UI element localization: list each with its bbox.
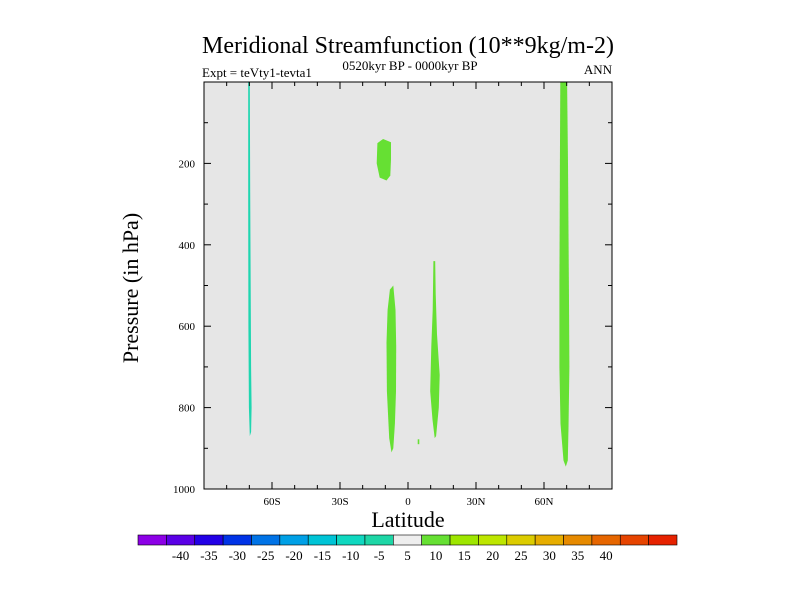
experiment-label: Expt = teVty1-tevta1 (202, 65, 312, 80)
colorbar-swatch (222, 534, 252, 546)
green-band-north-eq (430, 261, 440, 439)
colorbar-label: -5 (374, 548, 385, 563)
x-tick-label: 60N (535, 496, 554, 508)
green-band-60N (559, 82, 570, 467)
y-tick-label: 800 (179, 403, 196, 415)
colorbar-swatch (591, 534, 621, 546)
colorbar-label: 30 (543, 548, 556, 563)
colorbar-label: 15 (458, 548, 471, 563)
colorbar-label: -40 (172, 548, 189, 563)
season-label: ANN (584, 62, 613, 77)
plot-area-background (204, 82, 612, 489)
time-range-label: 0520kyr BP - 0000kyr BP (342, 58, 477, 73)
colorbar-swatch (364, 534, 394, 546)
colorbar-label: -10 (342, 548, 359, 563)
green-band-south-eq (386, 285, 397, 453)
colorbar-label: 25 (514, 548, 527, 563)
colorbar-swatch (421, 534, 451, 546)
colorbar-swatch (478, 534, 508, 546)
colorbar: -40 -35 -30 -25 -20 -15 -10 -5 5 10 15 20 25 30 35 40 (137, 534, 678, 563)
x-tick-label: 60S (263, 496, 280, 508)
colorbar-swatch (194, 534, 224, 546)
green-speck-eq (417, 439, 420, 445)
chart-title: Meridional Streamfunction (10**9kg/m-2) (202, 33, 614, 59)
colorbar-swatch (251, 534, 281, 546)
x-tick-label: 30N (467, 496, 486, 508)
x-axis-label: Latitude (371, 507, 444, 532)
x-axis-ticks: 60S 30S 0 30N 60N (226, 82, 590, 508)
colorbar-swatch (619, 534, 649, 546)
y-tick-label: 1000 (173, 484, 196, 496)
colorbar-swatch (336, 534, 366, 546)
colorbar-swatch (449, 534, 479, 546)
colorbar-label: 40 (600, 548, 613, 563)
y-axis-ticks: 200 400 600 800 1000 (173, 122, 612, 496)
colorbar-swatch (506, 534, 536, 546)
colorbar-swatch (137, 534, 167, 546)
cyan-band-60S (248, 82, 252, 437)
colorbar-swatch (563, 534, 593, 546)
colorbar-swatch (534, 534, 564, 546)
colorbar-label: -30 (229, 548, 246, 563)
colorbar-swatch (307, 534, 337, 546)
filled-regions (248, 82, 570, 467)
colorbar-label: -25 (257, 548, 274, 563)
y-axis-label: Pressure (in hPa) (118, 213, 143, 363)
colorbar-label: 20 (486, 548, 499, 563)
colorbar-label: 35 (571, 548, 584, 563)
colorbar-swatch (166, 534, 196, 546)
green-blob-upper (376, 139, 391, 181)
colorbar-swatch (648, 534, 678, 546)
y-tick-label: 400 (179, 240, 196, 252)
y-tick-label: 200 (179, 158, 196, 170)
x-tick-label: 0 (405, 496, 411, 508)
colorbar-swatch (393, 534, 422, 546)
y-tick-label: 600 (179, 321, 196, 333)
colorbar-swatch (279, 534, 309, 546)
x-tick-label: 30S (331, 496, 348, 508)
colorbar-label: 5 (404, 548, 411, 563)
colorbar-label: 10 (429, 548, 442, 563)
colorbar-label: -15 (314, 548, 331, 563)
colorbar-label: -35 (200, 548, 217, 563)
colorbar-label: -20 (285, 548, 302, 563)
